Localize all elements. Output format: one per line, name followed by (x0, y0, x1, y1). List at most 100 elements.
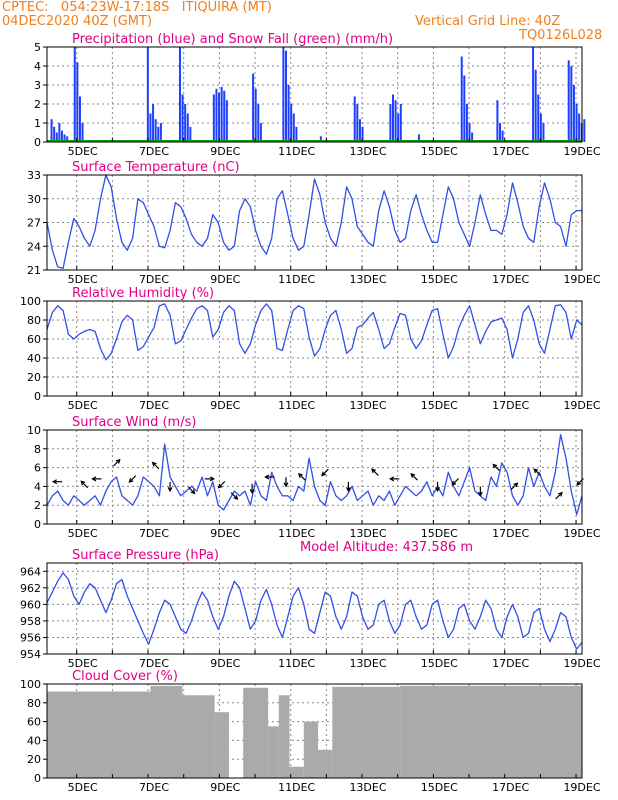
cloud-bar (303, 721, 319, 778)
x-tick-label: 13DEC (349, 781, 386, 794)
precip-bar (542, 123, 545, 142)
precip-bar (76, 62, 79, 143)
wind-arrow (187, 486, 196, 494)
y-tick-label: 960 (20, 598, 41, 611)
y-tick-label: 27 (27, 217, 41, 230)
panel-title: Surface Temperature (nC) (72, 160, 240, 175)
y-tick-label: 964 (20, 565, 41, 578)
panel-frame (46, 174, 583, 271)
precip-bar (292, 113, 295, 142)
precip-bar (189, 126, 192, 142)
panel-frame (46, 429, 583, 525)
wind-arrow-head (435, 487, 440, 493)
precip-bar (53, 126, 56, 142)
precip-bar (159, 123, 162, 142)
x-tick-label: 13DEC (349, 527, 386, 540)
x-tick-label: 13DEC (349, 657, 386, 670)
y-tick-label: 80 (27, 314, 41, 327)
y-tick-label: 20 (27, 371, 41, 384)
precip-bar (290, 104, 293, 142)
x-tick-label: 9DEC (210, 527, 240, 540)
y-tick-label: 6 (34, 462, 41, 475)
precip-bar (55, 132, 58, 142)
wind-arrow-head (190, 489, 196, 495)
y-tick-label: 10 (27, 424, 41, 437)
x-tick-label: 13DEC (349, 145, 386, 158)
precip-bar (282, 47, 285, 142)
x-tick-label: 9DEC (210, 781, 240, 794)
x-tick-label: 17DEC (492, 273, 529, 286)
x-tick-label: 15DEC (421, 145, 458, 158)
y-tick-label: 956 (20, 631, 41, 644)
wind-arrow (152, 462, 160, 470)
model-altitude: Model Altitude: 437.586 m (300, 540, 473, 555)
panel-title: Surface Pressure (hPa) (72, 548, 219, 563)
cloud-bar (243, 687, 269, 778)
y-tick-label: 0 (34, 136, 41, 149)
y-tick-label: 100 (20, 295, 41, 308)
y-tick-label: 100 (20, 678, 41, 691)
y-tick-label: 30 (27, 193, 41, 206)
wind-arrow-head (128, 478, 134, 483)
precip-bar (394, 100, 397, 142)
x-tick-label: 11DEC (278, 399, 315, 412)
y-tick-label: 21 (27, 264, 41, 277)
panel-2: Relative Humidity (%) 0 20 40 60 80 100 5DEC 7DE… (20, 286, 601, 412)
wind-arrow-head (209, 476, 216, 482)
precip-bar (66, 136, 69, 142)
y-tick-label: 24 (27, 240, 41, 253)
y-tick-label: 80 (27, 697, 41, 710)
wind-arrow-head (321, 471, 327, 477)
wind-arrow (218, 480, 226, 489)
precip-bar (259, 123, 262, 142)
wind-arrow (321, 468, 329, 476)
panel-title: Cloud Cover (%) (72, 669, 178, 684)
precip-bar (285, 50, 287, 142)
series-line (46, 303, 583, 361)
precip-bar (392, 94, 394, 142)
y-tick-label: 4 (34, 60, 41, 73)
precip-bar (460, 56, 463, 142)
precip-bar (539, 113, 542, 142)
x-tick-label: 9DEC (210, 145, 240, 158)
x-tick-label: 5DEC (68, 781, 98, 794)
wind-arrow (230, 492, 238, 500)
x-tick-label: 19DEC (563, 781, 600, 794)
wind-arrow-head (533, 468, 539, 474)
x-tick-label: 11DEC (278, 527, 315, 540)
y-tick-label: 40 (27, 352, 41, 365)
y-tick-label: 8 (34, 443, 41, 456)
panel-0: Precipitation (blue) and Snow Fall (gree… (34, 32, 601, 158)
series-line (46, 174, 582, 270)
panel-frame (46, 562, 583, 655)
precip-bar (58, 123, 61, 142)
precip-bar (157, 126, 160, 142)
cloud-bar (400, 685, 582, 778)
cloud-bar (278, 695, 290, 778)
y-tick-label: 962 (20, 582, 41, 595)
precip-bar (575, 104, 578, 142)
precip-bar (295, 126, 298, 142)
wind-arrow (533, 468, 541, 476)
precip-bar (534, 69, 537, 142)
y-tick-label: 40 (27, 734, 41, 747)
header-run-date: 04DEC2020 40Z (GMT) (2, 14, 153, 29)
x-tick-label: 17DEC (492, 399, 529, 412)
precip-bar (578, 113, 581, 142)
y-tick-label: 4 (34, 480, 41, 493)
precip-bar (181, 94, 184, 142)
precip-bar (389, 104, 392, 142)
precip-bar (471, 132, 474, 142)
panel-frame (46, 300, 583, 397)
x-tick-label: 9DEC (210, 657, 240, 670)
precip-bar (254, 88, 257, 142)
wind-arrow-head (557, 491, 563, 497)
panel-title: Relative Humidity (%) (72, 286, 214, 301)
wind-arrow (492, 464, 500, 472)
precip-bar (567, 60, 570, 142)
precip-bar (212, 94, 215, 142)
y-tick-label: 0 (34, 518, 41, 531)
y-tick-label: 5 (34, 41, 41, 54)
wind-arrow (80, 480, 89, 489)
cloud-bar (289, 766, 304, 778)
